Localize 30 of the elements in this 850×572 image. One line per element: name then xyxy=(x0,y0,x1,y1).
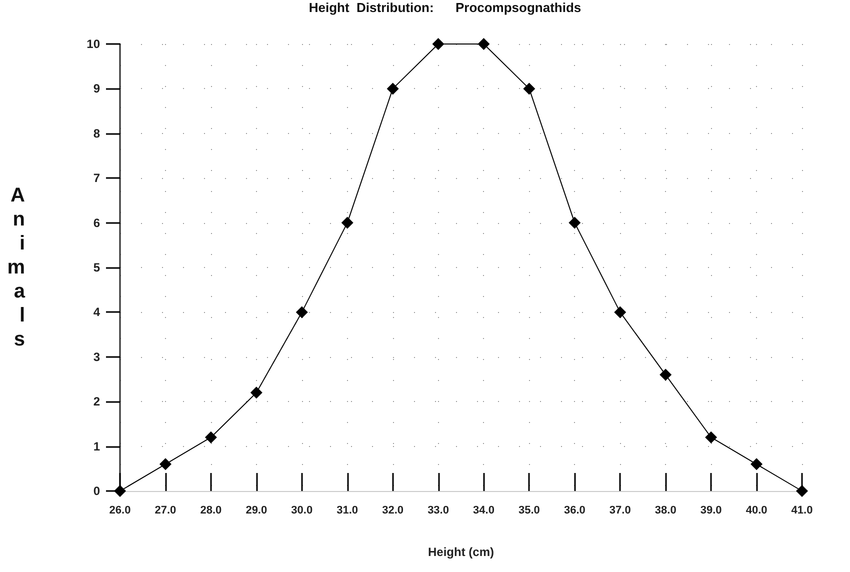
x-tick-label: 38.0 xyxy=(654,504,676,516)
x-tick-label: 27.0 xyxy=(154,504,176,516)
y-tick-label: 6 xyxy=(93,216,100,230)
x-axis-title: Height (cm) xyxy=(428,545,494,559)
y-tick-label: 0 xyxy=(93,484,100,498)
x-tick-label: 30.0 xyxy=(291,504,313,516)
y-tick-label: 2 xyxy=(93,394,100,409)
x-tick-label: 39.0 xyxy=(700,504,722,516)
chart-title: Height Distribution: Procompsognathids xyxy=(308,0,582,15)
y-tick-label: 9 xyxy=(93,82,100,96)
y-tick-label: 10 xyxy=(86,37,100,51)
x-tick-label: 31.0 xyxy=(336,504,358,516)
y-axis-title: Animals xyxy=(7,184,26,350)
y-tick-label: 5 xyxy=(93,260,100,274)
x-tick-label: 33.0 xyxy=(428,504,449,516)
x-tick-label: 41.0 xyxy=(791,504,813,516)
x-tick-label: 36.0 xyxy=(564,504,586,516)
y-tick-label: 1 xyxy=(93,439,100,454)
y-tick-label: 3 xyxy=(93,350,100,364)
y-tick-label: 8 xyxy=(93,126,100,140)
x-tick-label: 34.0 xyxy=(473,504,494,516)
x-tick-label: 40.0 xyxy=(746,504,768,516)
x-tick-label: 35.0 xyxy=(518,504,540,516)
x-tick-label: 37.0 xyxy=(609,504,631,516)
y-tick-label: 4 xyxy=(93,305,100,320)
x-tick-label: 32.0 xyxy=(382,504,404,516)
y-tick-label: 7 xyxy=(93,171,100,186)
x-tick-label: 28.0 xyxy=(200,504,222,516)
x-tick-label: 26.0 xyxy=(109,504,131,516)
x-tick-label: 29.0 xyxy=(246,504,268,516)
